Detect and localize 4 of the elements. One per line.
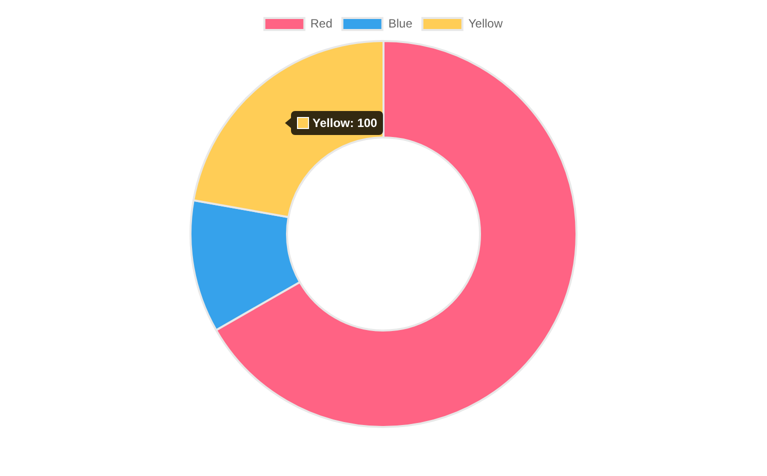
legend-label: Yellow xyxy=(468,16,503,30)
legend-label: Blue xyxy=(388,16,413,30)
text: Yellow: 100 xyxy=(312,116,378,130)
legend-label: Red xyxy=(310,16,332,30)
